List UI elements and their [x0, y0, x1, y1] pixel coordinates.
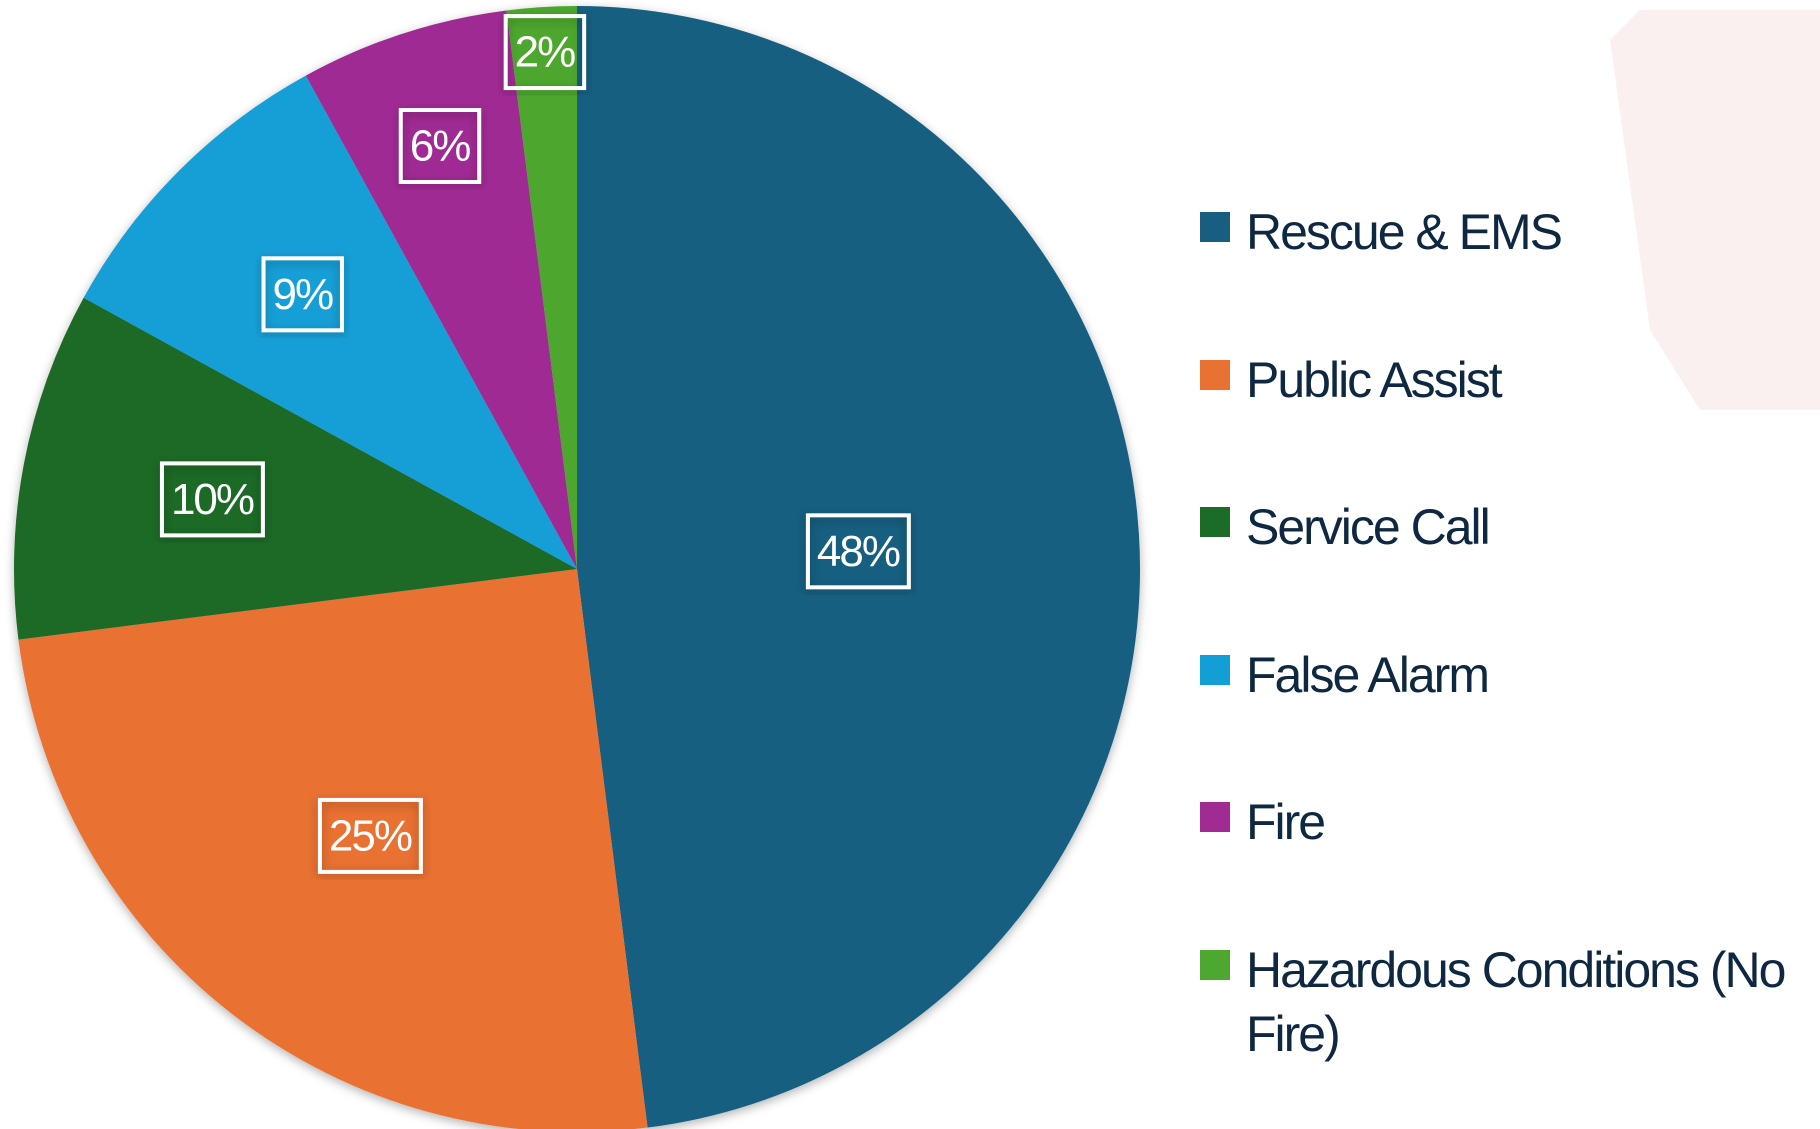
slice-label-box [317, 797, 423, 874]
pie-slice [506, 6, 577, 569]
slice-label-group: 25% [317, 797, 423, 874]
legend-item: Fire [1198, 790, 1818, 946]
legend-swatch [1200, 949, 1230, 980]
legend-label: Fire [1246, 794, 1326, 850]
slice-label-box [261, 256, 344, 333]
slice-label: 25% [329, 811, 412, 860]
pie-slice [305, 10, 577, 569]
legend-swatch [1200, 802, 1230, 832]
slice-label: 6% [410, 121, 470, 170]
legend-label: False Alarm [1246, 646, 1490, 703]
legend-swatch [1200, 654, 1230, 685]
pie-labels: 48% 25% 10% 9% 6% 2% [159, 14, 911, 874]
pie-slice [13, 297, 577, 640]
legend-swatch [1200, 359, 1230, 390]
legend-swatch [1200, 212, 1230, 242]
slice-label-group: 48% [805, 513, 911, 590]
pie-slice [577, 6, 1141, 1128]
slice-label: 48% [817, 527, 900, 576]
slice-label-group: 9% [261, 256, 344, 333]
legend-item: Service Call [1198, 495, 1818, 651]
legend: Rescue & EMS Public Assist Service Call Fal… [1198, 204, 1818, 1094]
pie-slice [83, 75, 577, 569]
slice-label-box [398, 107, 482, 184]
background-logo [1610, 10, 1820, 410]
legend-item: Public Assist [1198, 348, 1818, 504]
slice-label-box [503, 14, 587, 91]
slice-label-group: 2% [503, 14, 587, 91]
pie-slice [18, 569, 648, 1129]
slice-label-box [159, 461, 265, 538]
legend-swatch [1200, 507, 1230, 537]
slice-label-group: 6% [398, 107, 482, 184]
legend-label: Service Call [1246, 499, 1491, 555]
legend-item: Hazardous Conditions (No Fire) [1198, 938, 1818, 1094]
slice-label: 10% [171, 475, 254, 524]
slice-label-group: 10% [159, 461, 265, 538]
pie [13, 6, 1141, 1129]
slice-label-box [805, 513, 911, 590]
slice-label: 2% [515, 28, 575, 77]
legend-label: Public Assist [1246, 351, 1503, 408]
slice-label: 9% [273, 270, 333, 319]
legend-item: Rescue & EMS [1198, 200, 1818, 356]
legend-item: False Alarm [1198, 643, 1818, 799]
legend-label: Hazardous Conditions (No Fire) [1246, 941, 1786, 1062]
legend-label: Rescue & EMS [1246, 204, 1563, 260]
